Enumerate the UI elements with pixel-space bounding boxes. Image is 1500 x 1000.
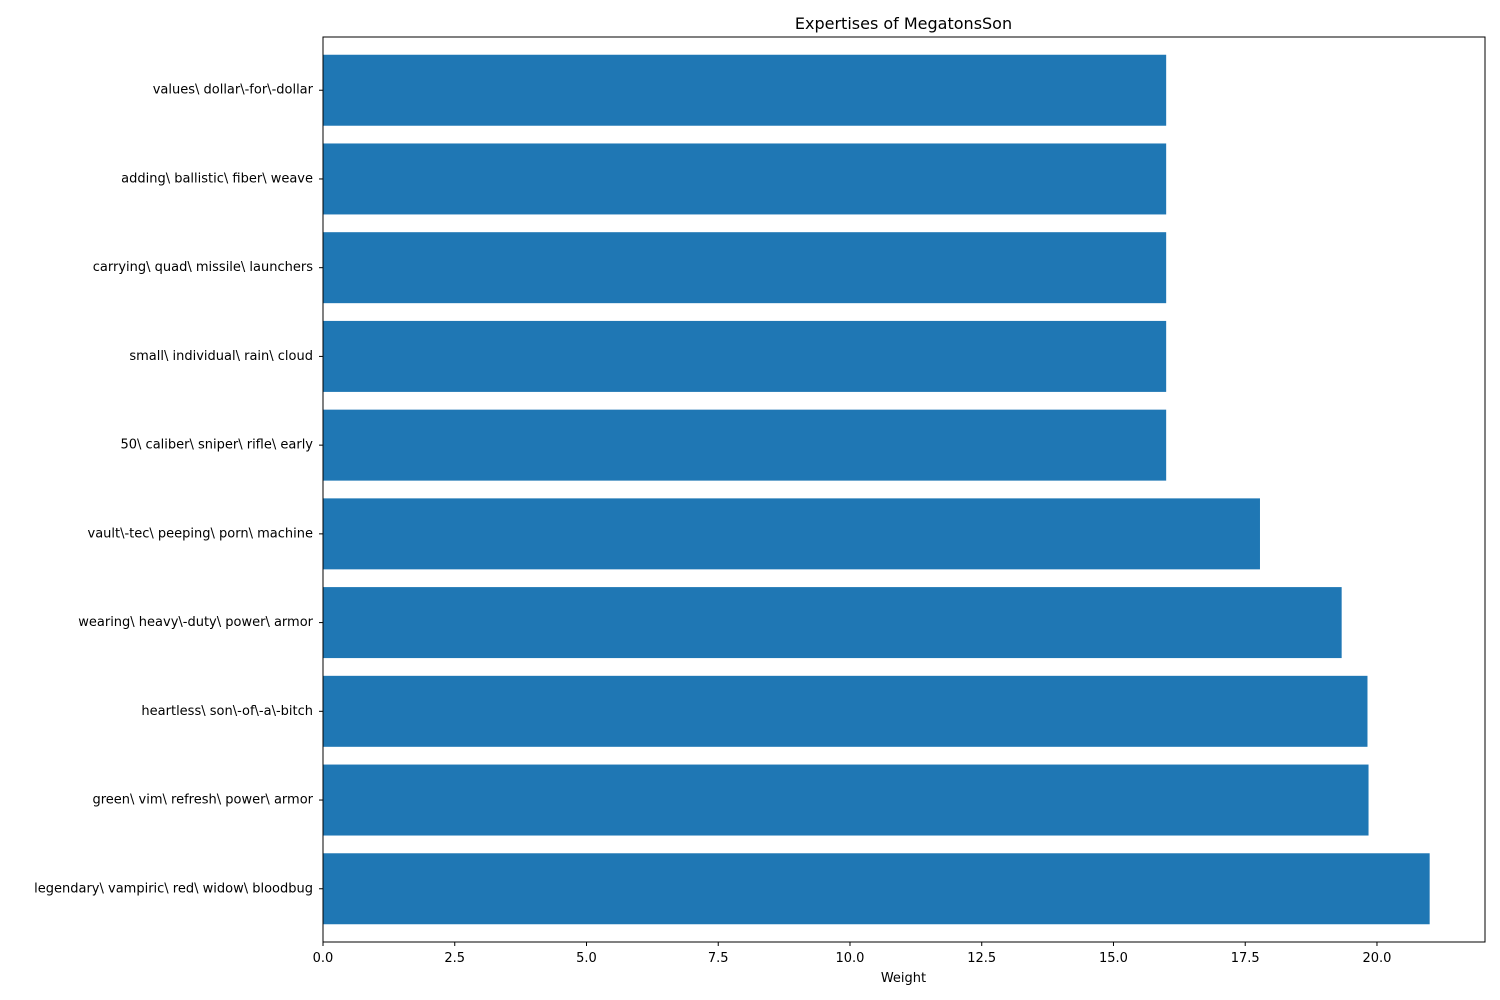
y-tick-label: carrying\ quad\ missile\ launchers: [93, 260, 313, 275]
bar: [323, 853, 1430, 925]
x-tick-label: 2.5: [444, 951, 465, 966]
chart-title: Expertises of MegatonsSon: [795, 14, 1012, 33]
x-tick-label: 12.5: [967, 951, 996, 966]
x-tick-label: 10.0: [836, 951, 865, 966]
bar: [323, 409, 1167, 481]
x-tick-label: 15.0: [1099, 951, 1128, 966]
y-tick-label: green\ vim\ refresh\ power\ armor: [93, 793, 314, 808]
y-tick-label: values\ dollar\-for\-dollar: [153, 83, 314, 98]
y-tick-label: wearing\ heavy\-duty\ power\ armor: [78, 615, 313, 630]
bar: [323, 143, 1167, 215]
x-tick-label: 0.0: [313, 951, 334, 966]
y-tick-label: heartless\ son\-of\-a\-bitch: [141, 704, 313, 719]
x-axis-label: Weight: [881, 971, 926, 986]
bar: [323, 232, 1167, 304]
bar: [323, 764, 1369, 836]
plot-frame: [322, 36, 1486, 943]
y-axis-ticks: legendary\ vampiric\ red\ widow\ bloodbu…: [34, 83, 323, 896]
y-tick-label: small\ individual\ rain\ cloud: [129, 349, 313, 364]
y-tick-label: vault\-tec\ peeping\ porn\ machine: [88, 526, 314, 541]
y-tick-label: adding\ ballistic\ fiber\ weave: [121, 171, 313, 186]
bar: [323, 54, 1167, 126]
x-tick-label: 7.5: [708, 951, 729, 966]
x-axis-ticks: 0.0 2.5 5.0 7.5 10.0 12.5 15.0 17.5 20.0: [313, 942, 1391, 966]
x-tick-label: 17.5: [1231, 951, 1260, 966]
y-tick-label: 50\ caliber\ sniper\ rifle\ early: [121, 438, 314, 453]
bar: [323, 320, 1167, 392]
bar: [323, 587, 1342, 659]
bar: [323, 675, 1368, 747]
x-tick-label: 5.0: [576, 951, 597, 966]
x-tick-label: 20.0: [1362, 951, 1391, 966]
bar: [323, 498, 1260, 570]
bars-group: [323, 54, 1430, 925]
y-tick-label: legendary\ vampiric\ red\ widow\ bloodbu…: [34, 881, 313, 896]
